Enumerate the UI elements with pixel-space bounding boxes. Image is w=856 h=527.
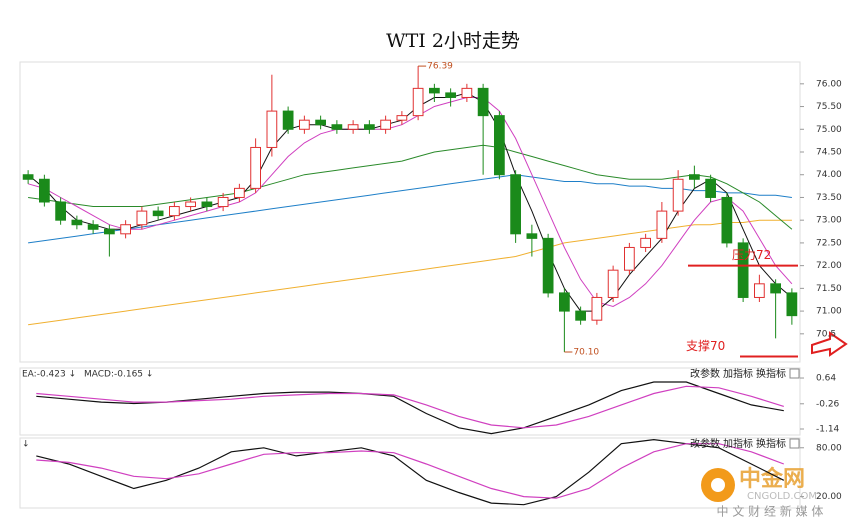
watermark-slogan: 中 文 财 经 新 媒 体: [717, 504, 824, 519]
y-tick-label: 20.00: [816, 492, 842, 502]
y-tick-label: 74.00: [816, 170, 842, 180]
y-tick-label: -1.14: [816, 424, 840, 434]
indicator-header: MACD:-0.165 ↓: [84, 370, 153, 380]
y-tick-label: 71.00: [816, 307, 842, 317]
candle-body: [689, 174, 700, 180]
candle-body: [656, 210, 668, 239]
candle-body: [510, 174, 521, 235]
chart-title: WTI 2小时走势: [386, 30, 520, 52]
candle-body: [315, 119, 326, 126]
candle-body: [331, 124, 343, 130]
candle-body: [396, 115, 408, 121]
candle-body: [55, 201, 66, 221]
line: [36, 385, 784, 429]
y-tick-label: 71.50: [816, 284, 842, 294]
line: [28, 144, 793, 230]
candle-body: [412, 87, 424, 117]
candle-body: [737, 242, 749, 298]
candle-body: [429, 87, 440, 94]
y-tick-label: 72.00: [816, 261, 842, 271]
annotation: 支撑70: [686, 338, 725, 353]
candle-body: [234, 187, 245, 198]
y-tick-label: 75.50: [816, 102, 842, 112]
y-tick-label: 75.00: [816, 125, 842, 135]
candle-body: [461, 87, 473, 98]
y-tick-label: 70.5: [816, 329, 836, 339]
button: 换指标: [756, 437, 786, 450]
candle-body: [250, 146, 261, 189]
candle-body: [705, 178, 716, 198]
candle-body: [185, 201, 196, 208]
candle-body: [201, 201, 213, 208]
candle-body: [217, 196, 229, 208]
candle-body: [477, 87, 489, 117]
y-tick-label: 73.00: [816, 216, 842, 226]
candle-body: [786, 292, 798, 317]
candle-body: [721, 196, 733, 244]
arrow: [811, 331, 848, 357]
watermark-name: 中金网: [739, 466, 805, 492]
candle-body: [169, 206, 180, 217]
candle-body: [152, 210, 164, 217]
macd-panel: [19, 367, 801, 436]
candle-body: [87, 224, 99, 230]
indicator-header: EA:-0.423 ↓: [22, 370, 76, 380]
main-panel: [19, 61, 801, 363]
candle-body: [770, 283, 781, 294]
button: 加指标: [723, 437, 753, 450]
candle-body: [526, 233, 538, 239]
candle-body: [120, 224, 131, 235]
indicator-header: ↓: [22, 440, 30, 450]
watermark-site: CNGOLD.COM: [747, 491, 817, 502]
candle-body: [71, 219, 83, 226]
y-tick-label: -0.26: [816, 399, 840, 409]
y-tick-label: 74.50: [816, 148, 842, 158]
candle-body: [591, 296, 603, 321]
candle-body: [494, 115, 505, 176]
line: [36, 438, 785, 506]
candle-body: [104, 228, 115, 235]
close-button: [789, 368, 800, 379]
y-tick-label: 72.50: [816, 238, 842, 248]
kdj-panel: [19, 437, 801, 509]
candle-body: [22, 174, 34, 180]
annotation: 70.10: [573, 348, 599, 358]
candle-body: [39, 178, 50, 203]
annotation: 压力72: [732, 248, 771, 262]
y-tick-label: 76.00: [816, 79, 842, 89]
button: 加指标: [723, 367, 753, 380]
candle-body: [754, 283, 765, 298]
candle-body: [266, 110, 278, 148]
y-tick-label: 80.00: [816, 443, 842, 453]
candle-body: [445, 92, 456, 98]
candle-body: [559, 292, 570, 312]
y-tick-label: 73.50: [816, 193, 842, 203]
candle-body: [624, 246, 635, 271]
candle-body: [299, 119, 310, 130]
logo-inner: [711, 478, 725, 492]
line: [27, 97, 793, 308]
candle-body: [672, 178, 684, 212]
candle-body: [136, 210, 148, 226]
button: 改参数: [690, 367, 720, 380]
candle-body: [282, 110, 294, 130]
y-tick-label: 0.64: [816, 374, 836, 384]
candle-body: [364, 124, 375, 130]
line: [36, 443, 785, 499]
close-button: [789, 438, 800, 449]
annotation: 76.39: [427, 62, 453, 72]
candle-body: [575, 310, 586, 321]
candle-body: [542, 237, 554, 294]
candle-body: [607, 269, 619, 298]
button: 改参数: [690, 437, 720, 450]
candle-body: [347, 124, 359, 130]
candle-body: [380, 119, 391, 130]
button: 换指标: [756, 367, 786, 380]
candle-body: [640, 237, 651, 248]
